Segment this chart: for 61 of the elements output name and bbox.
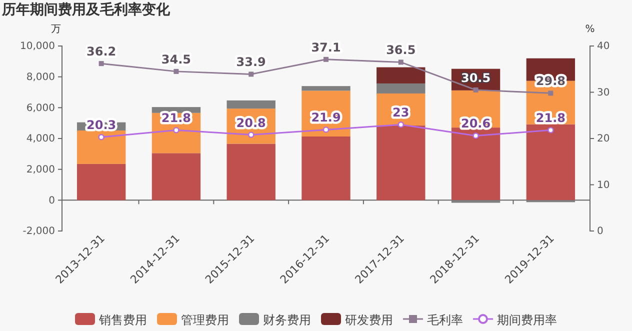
bar [526, 124, 576, 200]
data-label: 34.5 [161, 52, 192, 66]
bar [152, 153, 201, 200]
y2-tick-label: 20 [597, 134, 610, 145]
point [173, 127, 180, 134]
data-label: 36.5 [386, 43, 416, 58]
y-tick-label: 10,000 [20, 41, 55, 52]
y-tick-label: 6,000 [26, 102, 55, 114]
y-tick-label: 8,000 [26, 72, 55, 84]
data-label: 21.9 [311, 110, 341, 125]
y-tick-label: 0 [48, 195, 55, 206]
bar [376, 67, 426, 84]
point [98, 134, 104, 140]
bar [76, 164, 126, 200]
bar [226, 100, 276, 109]
y2-tick-label: 10 [597, 180, 610, 191]
bar [451, 128, 500, 200]
legend-label: 管理费用 [181, 313, 229, 327]
data-label: 20.6 [460, 116, 491, 131]
point [174, 68, 179, 74]
legend-label: 销售费用 [98, 313, 147, 327]
data-label: 36.2 [86, 44, 116, 59]
data-label: 37.1 [311, 40, 341, 54]
point [398, 60, 404, 65]
point [322, 126, 330, 133]
point [324, 56, 328, 62]
y-axis-title: 万 [51, 24, 61, 35]
legend-label: 财务费用 [263, 313, 311, 327]
data-label: 20.8 [236, 116, 266, 130]
y-tick-label: 4,000 [26, 134, 55, 145]
y2-tick-label: 30 [597, 87, 610, 98]
bar [302, 86, 350, 91]
point [473, 87, 478, 92]
point [548, 90, 554, 96]
data-label: 30.5 [460, 70, 491, 85]
y-tick-label: 2,000 [26, 164, 55, 176]
point [472, 132, 479, 139]
bar [76, 130, 126, 164]
point [548, 127, 554, 134]
point [398, 122, 404, 128]
data-label: 21.8 [161, 111, 192, 126]
point [98, 61, 104, 66]
legend-label: 研发费用 [345, 313, 393, 327]
y2-tick-label: 40 [597, 41, 610, 52]
bar [226, 144, 276, 200]
point [248, 72, 254, 77]
bar [302, 136, 350, 200]
legend-label: 期间费用率 [497, 313, 557, 327]
bar [376, 126, 426, 200]
data-label: 21.8 [536, 111, 566, 126]
y-tick-label: -2,000 [22, 226, 55, 238]
bar [451, 200, 500, 203]
data-label: 23 [392, 106, 410, 120]
data-label: 20.3 [86, 118, 116, 132]
data-label: 33.9 [236, 55, 266, 70]
y2-axis-title: % [585, 24, 595, 35]
chart-title: 历年期间费用及毛利率变化 [1, 1, 171, 18]
y2-tick-label: 0 [597, 226, 604, 238]
bar [376, 83, 426, 94]
legend-label: 毛利率 [427, 313, 463, 327]
point [248, 132, 254, 138]
